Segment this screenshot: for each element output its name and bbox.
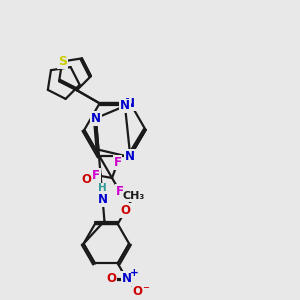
Text: F: F [92,169,100,182]
Text: O: O [81,173,91,186]
Text: H: H [98,183,107,193]
Text: N: N [98,193,108,206]
Text: N: N [91,112,101,125]
Text: O: O [133,285,142,298]
Text: F: F [113,156,122,170]
Text: N: N [125,150,135,163]
Text: O: O [106,272,116,285]
Text: CH₃: CH₃ [123,191,145,201]
Text: N: N [122,272,131,285]
Text: F: F [116,185,124,198]
Text: N: N [120,100,130,112]
Text: ⁻: ⁻ [142,284,149,297]
Text: S: S [58,55,67,68]
Text: N: N [125,97,135,110]
Text: O: O [121,204,131,217]
Text: +: + [130,268,139,278]
